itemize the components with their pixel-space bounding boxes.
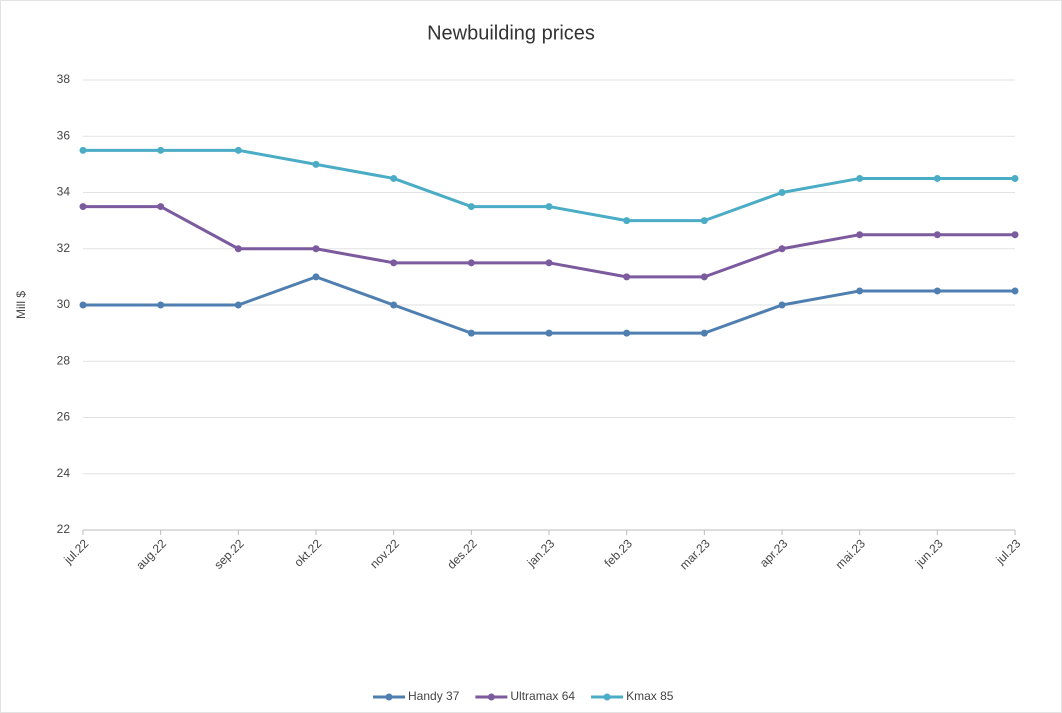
data-point xyxy=(312,245,320,253)
data-point xyxy=(933,231,941,239)
data-point xyxy=(312,273,320,281)
data-point xyxy=(234,245,242,253)
data-point xyxy=(778,301,786,309)
chart-title: Newbuilding prices xyxy=(427,22,595,44)
y-tick-label: 30 xyxy=(57,297,71,311)
data-point xyxy=(700,217,708,225)
data-point xyxy=(700,329,708,337)
data-point xyxy=(1011,287,1019,295)
data-point xyxy=(234,301,242,309)
data-point xyxy=(1011,231,1019,239)
legend-marker xyxy=(487,693,495,701)
data-point xyxy=(234,146,242,154)
y-tick-label: 28 xyxy=(57,353,71,367)
y-tick-label: 34 xyxy=(57,185,71,199)
data-point xyxy=(933,174,941,182)
y-tick-label: 36 xyxy=(57,128,71,142)
data-point xyxy=(623,273,631,281)
y-axis-label: Mill $ xyxy=(14,291,28,319)
data-point xyxy=(467,203,475,211)
y-tick-label: 22 xyxy=(57,522,71,536)
data-point xyxy=(467,259,475,267)
data-point xyxy=(467,329,475,337)
legend-label: Ultramax 64 xyxy=(510,689,575,703)
data-point xyxy=(856,174,864,182)
data-point xyxy=(312,160,320,168)
data-point xyxy=(856,287,864,295)
legend-label: Kmax 85 xyxy=(626,689,674,703)
data-point xyxy=(157,203,165,211)
data-point xyxy=(1011,174,1019,182)
data-point xyxy=(933,287,941,295)
data-point xyxy=(545,259,553,267)
data-point xyxy=(390,174,398,182)
legend-marker xyxy=(603,693,611,701)
y-tick-label: 24 xyxy=(57,466,71,480)
y-tick-label: 38 xyxy=(57,72,71,86)
data-point xyxy=(157,146,165,154)
data-point xyxy=(700,273,708,281)
data-point xyxy=(778,189,786,196)
data-point xyxy=(623,329,631,337)
data-point xyxy=(390,301,398,309)
data-point xyxy=(545,329,553,337)
data-point xyxy=(856,231,864,239)
y-tick-label: 26 xyxy=(57,410,71,424)
y-tick-label: 32 xyxy=(57,241,71,255)
data-point xyxy=(157,301,165,309)
data-point xyxy=(623,217,631,225)
data-point xyxy=(79,146,87,154)
data-point xyxy=(778,245,786,253)
data-point xyxy=(545,203,553,211)
data-point xyxy=(390,259,398,267)
legend-marker xyxy=(385,693,393,701)
data-point xyxy=(79,203,87,211)
legend-label: Handy 37 xyxy=(408,689,460,703)
data-point xyxy=(79,301,87,309)
